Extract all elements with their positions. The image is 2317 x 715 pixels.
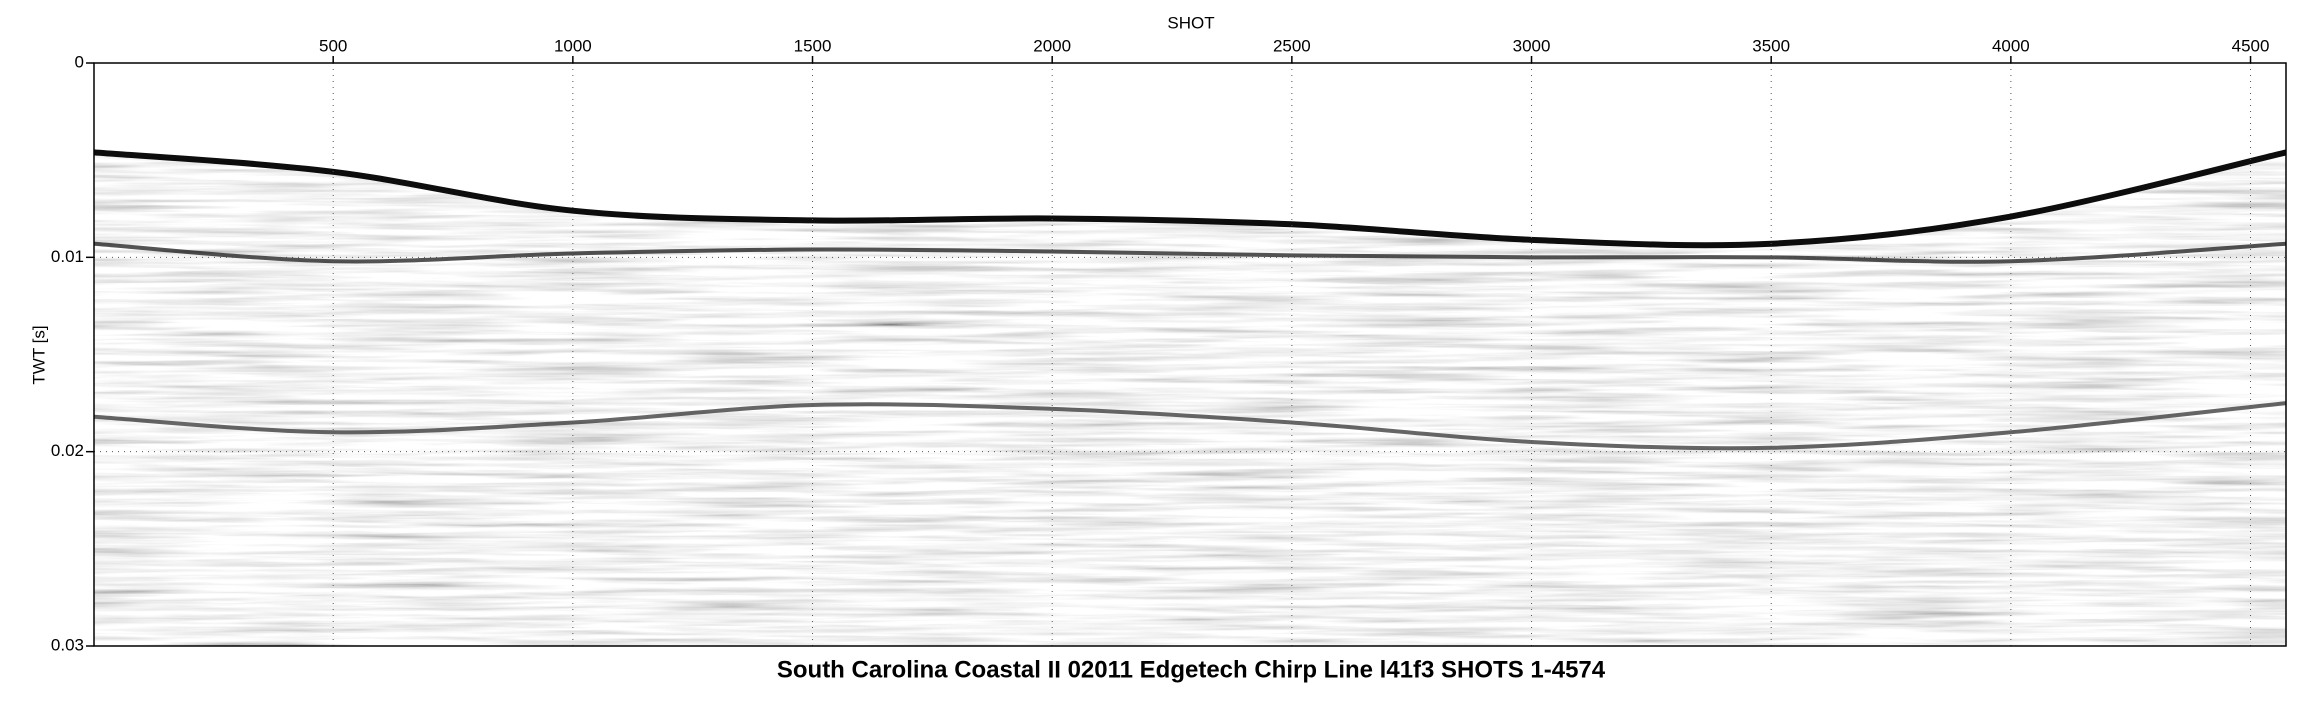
x-tick-label: 1500 [794,36,832,55]
x-tick-label: 4000 [1992,36,2030,55]
x-tick-label: 4500 [2232,36,2270,55]
y-tick-label: 0.03 [51,635,84,654]
chart-title: South Carolina Coastal II 02011 Edgetech… [777,656,1606,683]
x-tick-label: 2000 [1033,36,1071,55]
y-tick-label: 0.02 [51,441,84,460]
x-tick-label: 2500 [1273,36,1311,55]
reflector [94,401,2286,451]
y-tick-label: 0.01 [51,247,84,266]
y-tick-label: 0 [75,52,84,71]
reflector [94,241,2286,264]
x-tick-label: 3500 [1752,36,1790,55]
y-axis-label: TWT [s] [29,325,48,384]
x-tick-label: 500 [319,36,347,55]
x-axis-label: SHOT [1167,13,1214,32]
x-tick-label: 1000 [554,36,592,55]
reflector [94,149,2286,249]
water-column [94,63,2286,246]
plot-frame [93,62,2287,647]
x-tick-label: 3000 [1513,36,1551,55]
seismic-layer [94,63,2286,646]
